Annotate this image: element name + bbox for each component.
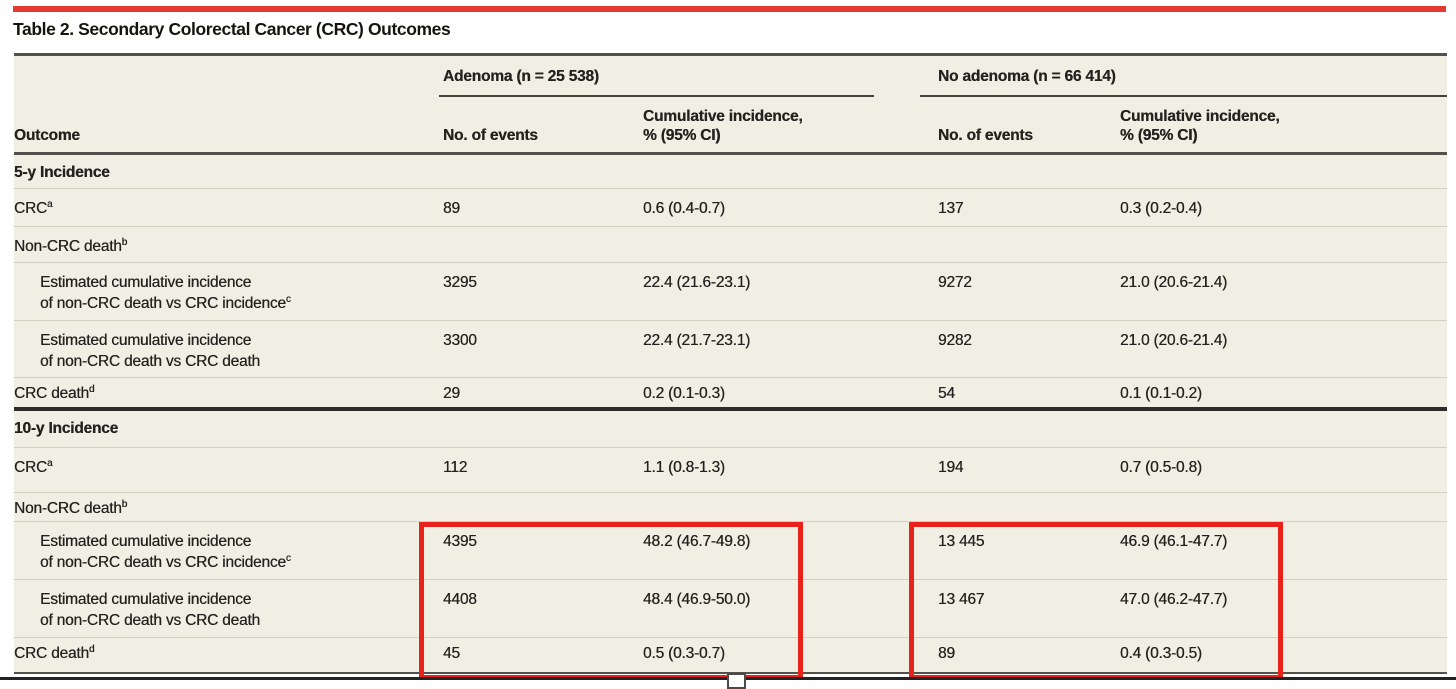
section-row-10y: 10-y Incidence	[14, 407, 1447, 447]
outcome-cell: CRCa	[14, 198, 53, 217]
column-group-no-adenoma: No adenoma (n = 66 414)	[938, 68, 1116, 85]
no-adenoma-ci-cell: 0.7 (0.5-0.8)	[1120, 459, 1202, 476]
subhead-row-noncrc-5y: Non-CRC deathb	[14, 226, 1447, 262]
outcome-cell: CRCa	[14, 457, 53, 476]
table-title: Table 2. Secondary Colorectal Cancer (CR…	[13, 19, 451, 39]
table-row-est-death-5y: Estimated cumulative incidence of non-CRC…	[14, 320, 1447, 377]
outcome-cell: Estimated cumulative incidence of non-CRC…	[40, 591, 260, 629]
adenoma-events-cell: 89	[443, 200, 460, 217]
table-row-est-incidence-10y: Estimated cumulative incidence of non-CRC…	[14, 521, 1447, 579]
adenoma-ci-cell: 0.6 (0.4-0.7)	[643, 200, 725, 217]
no-adenoma-events-cell: 194	[938, 459, 964, 476]
no-adenoma-events-cell: 137	[938, 200, 964, 217]
header-ci-no-adenoma: Cumulative incidence,% (95% CI)	[1120, 108, 1280, 144]
outcome-cell: Estimated cumulative incidence of non-CRC…	[40, 274, 291, 312]
adenoma-ci-cell: 48.2 (46.7-49.8)	[643, 533, 751, 550]
section-row-5y: 5-y Incidence	[14, 155, 1447, 188]
column-group-header-row: Adenoma (n = 25 538) No adenoma (n = 66 …	[14, 56, 1447, 98]
adenoma-ci-cell: 22.4 (21.7-23.1)	[643, 332, 751, 349]
table-row-crc-5y: CRCa 89 0.6 (0.4-0.7) 137 0.3 (0.2-0.4)	[14, 188, 1447, 226]
no-adenoma-events-cell: 54	[938, 385, 955, 402]
table-row-crc-10y: CRCa 112 1.1 (0.8-1.3) 194 0.7 (0.5-0.8)	[14, 447, 1447, 492]
column-group-adenoma: Adenoma (n = 25 538)	[443, 68, 599, 85]
table-row-crc-death-5y: CRC deathd 29 0.2 (0.1-0.3) 54 0.1 (0.1-…	[14, 377, 1447, 407]
highlight-box-no-adenoma-10y	[909, 522, 1283, 680]
section-label: 10-y Incidence	[14, 420, 119, 437]
outcome-cell: CRC deathd	[14, 643, 95, 662]
adenoma-ci-cell: 1.1 (0.8-1.3)	[643, 459, 725, 476]
highlight-box-adenoma-10y	[419, 522, 803, 680]
no-adenoma-events-cell: 9272	[938, 274, 972, 291]
table-row-est-incidence-5y: Estimated cumulative incidence of non-CRC…	[14, 262, 1447, 320]
outcome-cell: Non-CRC deathb	[14, 498, 128, 517]
no-adenoma-ci-cell: 47.0 (46.2-47.7)	[1120, 591, 1228, 608]
section-label: 5-y Incidence	[14, 164, 110, 181]
adenoma-events-cell: 4395	[443, 533, 477, 550]
no-adenoma-events-cell: 13 445	[938, 533, 985, 550]
subhead-row-noncrc-10y: Non-CRC deathb	[14, 492, 1447, 521]
journal-accent-rule	[13, 6, 1446, 12]
table-row-est-death-10y: Estimated cumulative incidence of non-CRC…	[14, 579, 1447, 637]
column-header-row: Outcome No. of events Cumulative inciden…	[14, 98, 1447, 152]
no-adenoma-ci-cell: 21.0 (20.6-21.4)	[1120, 274, 1228, 291]
header-events-no-adenoma: No. of events	[938, 127, 1033, 144]
adenoma-events-cell: 3295	[443, 274, 477, 291]
table-row-crc-death-10y: CRC deathd 45 0.5 (0.3-0.7) 89 0.4 (0.3-…	[14, 637, 1447, 672]
header-outcome: Outcome	[14, 127, 80, 144]
adenoma-events-cell: 45	[443, 645, 460, 662]
outcome-cell: Estimated cumulative incidence of non-CRC…	[40, 332, 260, 370]
header-bottom-rule	[14, 152, 1447, 155]
outcome-cell: Estimated cumulative incidence of non-CRC…	[40, 533, 291, 571]
no-adenoma-ci-cell: 0.4 (0.3-0.5)	[1120, 645, 1202, 662]
adenoma-events-cell: 29	[443, 385, 460, 402]
adenoma-ci-cell: 0.2 (0.1-0.3)	[643, 385, 725, 402]
no-adenoma-ci-cell: 46.9 (46.1-47.7)	[1120, 533, 1228, 550]
no-adenoma-events-cell: 13 467	[938, 591, 985, 608]
adenoma-events-cell: 112	[443, 459, 468, 476]
no-adenoma-events-cell: 9282	[938, 332, 972, 349]
outcome-cell: Non-CRC deathb	[14, 236, 128, 255]
adenoma-ci-cell: 0.5 (0.3-0.7)	[643, 645, 725, 662]
no-adenoma-ci-cell: 0.3 (0.2-0.4)	[1120, 200, 1202, 217]
no-adenoma-events-cell: 89	[938, 645, 955, 662]
adenoma-ci-cell: 22.4 (21.6-23.1)	[643, 274, 751, 291]
resize-handle[interactable]	[727, 673, 746, 689]
outcome-cell: CRC deathd	[14, 383, 95, 402]
no-adenoma-ci-cell: 21.0 (20.6-21.4)	[1120, 332, 1228, 349]
adenoma-ci-cell: 48.4 (46.9-50.0)	[643, 591, 751, 608]
outcomes-table: Adenoma (n = 25 538) No adenoma (n = 66 …	[14, 53, 1447, 674]
group-underline-no-adenoma	[920, 94, 1447, 97]
header-ci-adenoma: Cumulative incidence,% (95% CI)	[643, 108, 803, 144]
adenoma-events-cell: 3300	[443, 332, 477, 349]
no-adenoma-ci-cell: 0.1 (0.1-0.2)	[1120, 385, 1202, 402]
group-underline-adenoma	[439, 94, 874, 97]
header-events-adenoma: No. of events	[443, 127, 538, 144]
adenoma-events-cell: 4408	[443, 591, 477, 608]
